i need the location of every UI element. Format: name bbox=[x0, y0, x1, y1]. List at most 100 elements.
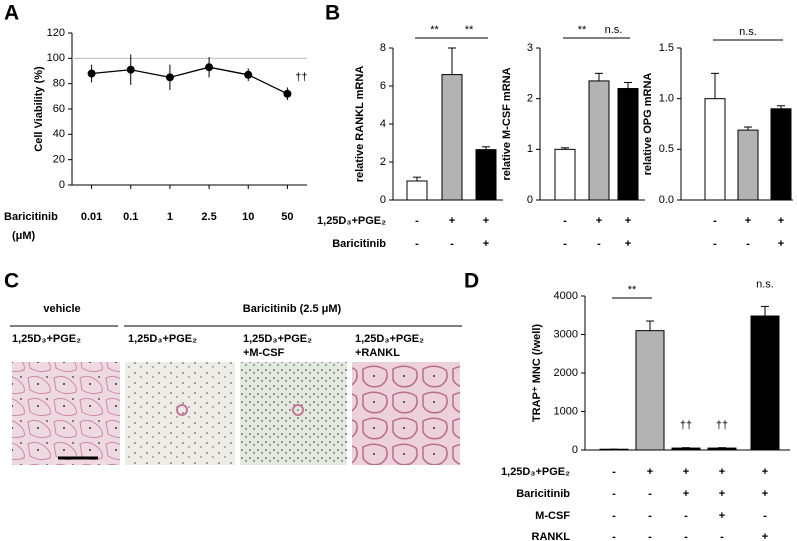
y-tick-label: 0 bbox=[380, 194, 386, 206]
y-tick-label: 2 bbox=[380, 156, 386, 168]
y-tick-label: 4000 bbox=[554, 290, 578, 302]
bar bbox=[750, 315, 780, 451]
bar bbox=[671, 447, 701, 451]
condition-sign: - bbox=[720, 531, 724, 541]
y-tick-label: 0 bbox=[59, 179, 65, 191]
condition-sign: + bbox=[778, 215, 784, 227]
condition-sign: + bbox=[719, 466, 725, 478]
x-axis-title: Baricitinib bbox=[4, 211, 58, 223]
y-tick-label: 20 bbox=[53, 154, 65, 166]
condition-sign: + bbox=[745, 215, 751, 227]
panel-label: B bbox=[325, 2, 340, 25]
bar bbox=[588, 80, 610, 201]
bar bbox=[707, 447, 737, 451]
point bbox=[126, 65, 135, 74]
y-tick-label: 0 bbox=[572, 444, 578, 456]
column-label: +RANKL bbox=[355, 347, 400, 359]
bar bbox=[599, 448, 629, 451]
point bbox=[165, 73, 174, 82]
condition-sign: - bbox=[597, 238, 601, 250]
y-tick-label: 0.0 bbox=[659, 194, 674, 206]
x-axis-title: (μM) bbox=[12, 230, 36, 242]
annotation: n.s. bbox=[739, 26, 757, 38]
column-label: 1,25D₃+PGE₂ bbox=[128, 333, 197, 345]
y-axis-title: relative OPG mRNA bbox=[642, 73, 654, 176]
condition-name: RANKL bbox=[532, 531, 571, 541]
x-tick-label: 0.1 bbox=[123, 211, 138, 223]
point bbox=[244, 70, 253, 79]
annotation: ** bbox=[628, 284, 637, 296]
condition-sign: + bbox=[778, 238, 784, 250]
condition-sign: + bbox=[483, 238, 489, 250]
panel-label: A bbox=[4, 2, 19, 25]
y-tick-label: 6 bbox=[380, 80, 386, 92]
y-axis-title: TRAP⁺ MNC (/well) bbox=[531, 324, 543, 422]
annotation: ** bbox=[578, 24, 587, 36]
x-tick-label: 10 bbox=[242, 211, 254, 223]
cell bbox=[176, 404, 188, 416]
y-tick-label: 4 bbox=[380, 118, 386, 130]
y-tick-label: 100 bbox=[47, 52, 65, 64]
condition-sign: - bbox=[612, 531, 616, 541]
x-tick-label: 50 bbox=[281, 211, 293, 223]
micrograph bbox=[352, 362, 460, 465]
y-tick-label: 120 bbox=[47, 27, 65, 39]
condition-sign: - bbox=[612, 466, 616, 478]
condition-sign: + bbox=[683, 466, 689, 478]
condition-sign: + bbox=[719, 488, 725, 500]
column-label: +M-CSF bbox=[243, 347, 285, 359]
y-tick-label: 2000 bbox=[554, 367, 578, 379]
condition-sign: - bbox=[612, 510, 616, 522]
bar bbox=[770, 108, 792, 201]
condition-sign: - bbox=[648, 510, 652, 522]
y-axis-title: relative M-CSF mRNA bbox=[501, 67, 513, 180]
panel-label: D bbox=[464, 270, 479, 293]
condition-sign: - bbox=[612, 488, 616, 500]
y-tick-label: 40 bbox=[53, 128, 65, 140]
bar bbox=[635, 330, 665, 451]
micrograph bbox=[125, 362, 235, 465]
point bbox=[87, 69, 96, 78]
y-tick-label: 0.5 bbox=[659, 143, 674, 155]
x-tick-label: 0.01 bbox=[81, 211, 102, 223]
condition-sign: - bbox=[648, 488, 652, 500]
column-label: 1,25D₃+PGE₂ bbox=[355, 333, 424, 345]
condition-name: 1,25D₃+PGE₂ bbox=[501, 466, 570, 478]
annotation: †† bbox=[680, 420, 692, 432]
y-tick-label: 1.0 bbox=[659, 93, 674, 105]
condition-sign: - bbox=[684, 531, 688, 541]
annotation: n.s. bbox=[756, 278, 774, 290]
condition-sign: - bbox=[763, 510, 767, 522]
annotation: ** bbox=[430, 24, 439, 36]
condition-sign: + bbox=[449, 215, 455, 227]
micrograph bbox=[12, 362, 120, 465]
bar bbox=[737, 129, 759, 201]
condition-sign: - bbox=[713, 238, 717, 250]
condition-sign: - bbox=[415, 215, 419, 227]
cell bbox=[292, 404, 304, 416]
condition-sign: + bbox=[762, 466, 768, 478]
point bbox=[283, 89, 292, 98]
y-tick-label: 1 bbox=[527, 143, 533, 155]
bar bbox=[617, 88, 639, 201]
panel-label: C bbox=[4, 270, 19, 293]
y-tick-label: 1000 bbox=[554, 405, 578, 417]
condition-sign: - bbox=[415, 238, 419, 250]
condition-sign: - bbox=[746, 238, 750, 250]
group-label: Baricitinib (2.5 μM) bbox=[243, 303, 342, 315]
y-tick-label: 1.5 bbox=[659, 42, 674, 54]
condition-sign: + bbox=[762, 531, 768, 541]
annotation: †† bbox=[295, 71, 307, 83]
condition-sign: - bbox=[684, 510, 688, 522]
condition-name: M-CSF bbox=[535, 510, 570, 522]
condition-sign: + bbox=[625, 238, 631, 250]
condition-name: Baricitinib bbox=[332, 238, 386, 250]
condition-sign: - bbox=[648, 531, 652, 541]
y-tick-label: 2 bbox=[527, 93, 533, 105]
y-axis-title: Cell Viability (%) bbox=[33, 66, 45, 152]
y-tick-label: 0 bbox=[527, 194, 533, 206]
bar bbox=[406, 180, 428, 201]
condition-sign: + bbox=[719, 510, 725, 522]
y-tick-label: 8 bbox=[380, 42, 386, 54]
annotation: n.s. bbox=[605, 24, 623, 36]
